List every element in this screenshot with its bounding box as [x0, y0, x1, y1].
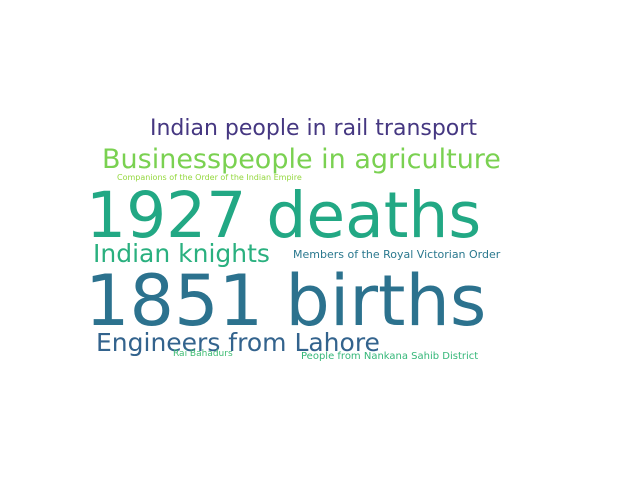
word-people-from-nankana-sahib-district: People from Nankana Sahib District	[301, 351, 479, 362]
word-engineers-from-lahore: Engineers from Lahore	[96, 328, 380, 357]
word-1927-deaths: 1927 deaths	[86, 179, 482, 252]
word-companions-of-the-order-of-the-indian-empire: Companions of the Order of the Indian Em…	[117, 173, 302, 182]
word-indian-knights: Indian knights	[93, 239, 270, 268]
word-indian-people-in-rail-transport: Indian people in rail transport	[150, 116, 477, 141]
word-businesspeople-in-agriculture: Businesspeople in agriculture	[102, 144, 501, 175]
word-1851-births: 1851 births	[85, 260, 487, 342]
word-rai-bahadurs: Rai Bahadurs	[173, 349, 233, 359]
word-members-of-the-royal-victorian-order: Members of the Royal Victorian Order	[293, 248, 501, 261]
